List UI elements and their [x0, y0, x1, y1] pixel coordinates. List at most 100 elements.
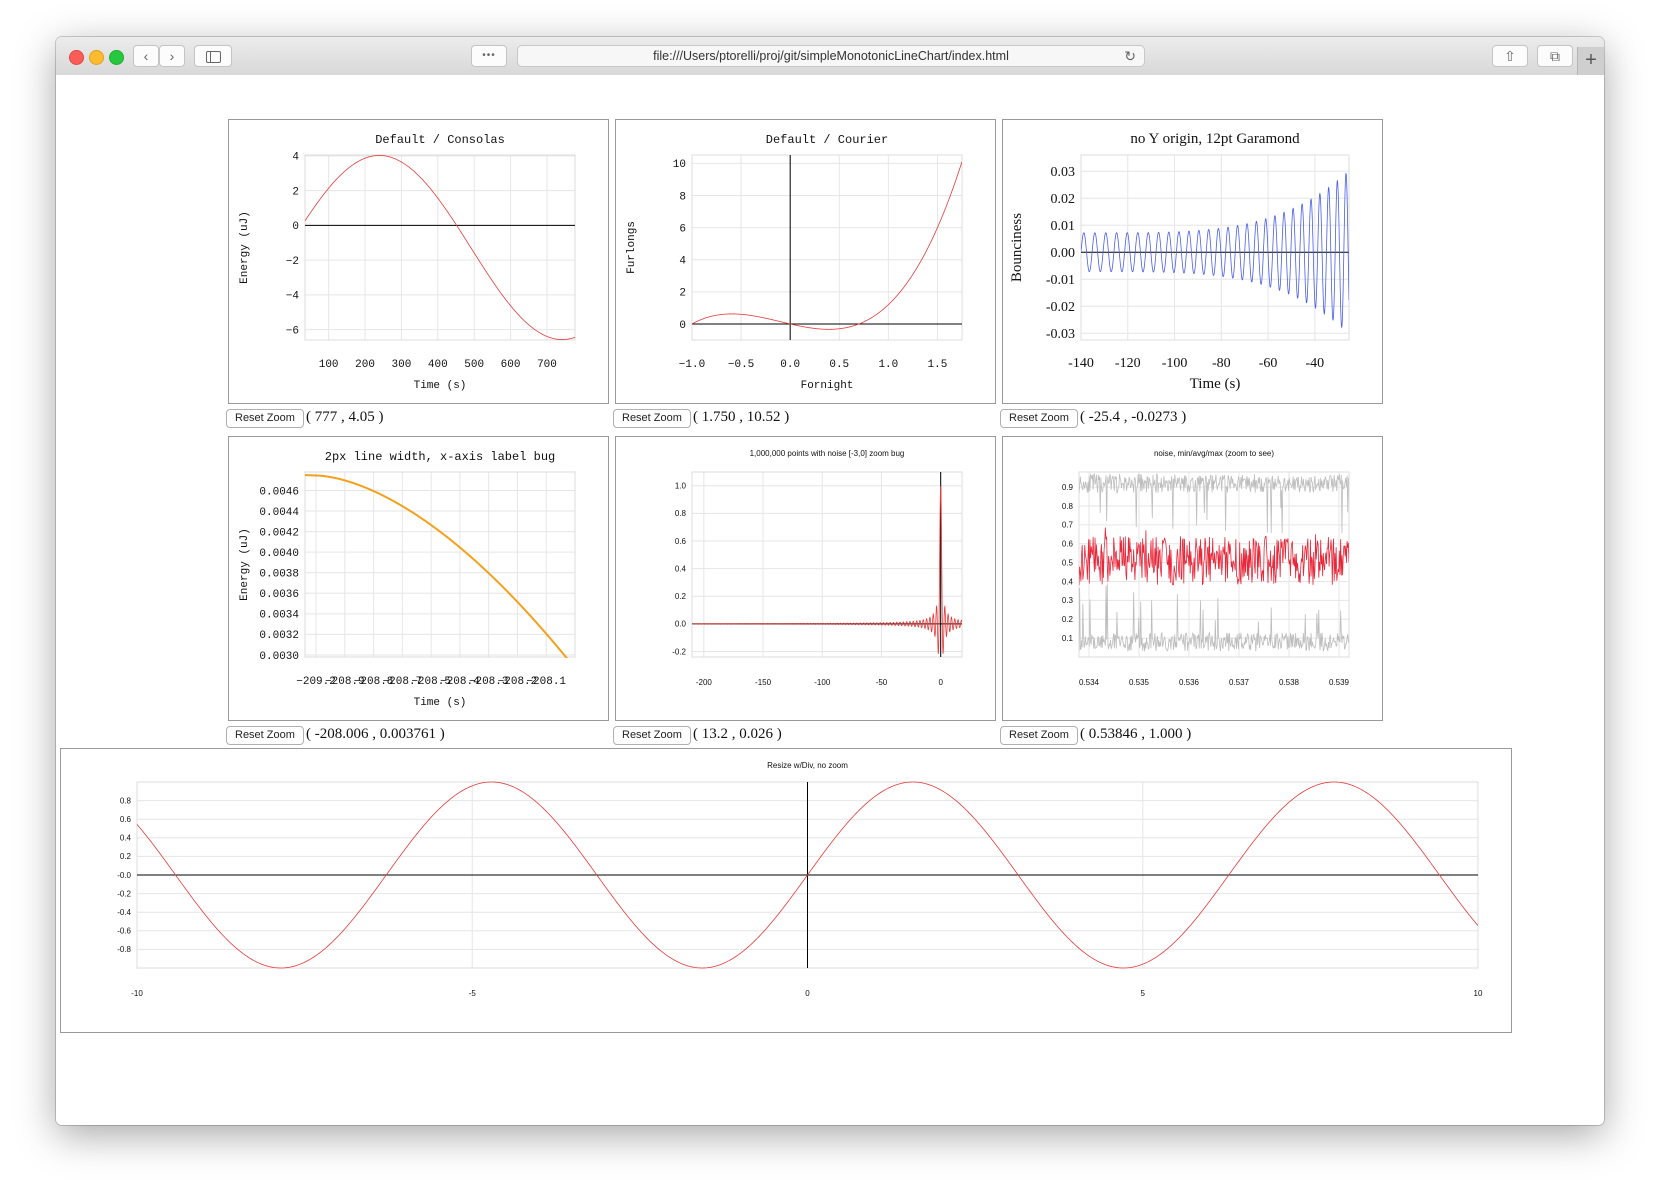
series-line: [692, 485, 962, 654]
y-tick-label: 0.8: [120, 796, 132, 805]
chart-svg[interactable]: Default / Consolas 100 200 300 400 500 600 700 4…: [229, 120, 608, 403]
x-tick-label: -100: [814, 678, 831, 687]
extensions-button[interactable]: •••: [471, 45, 507, 67]
y-tick-label: -0.8: [117, 945, 131, 954]
x-tick-label: -10: [131, 989, 143, 998]
x-tick-label: 700: [537, 359, 557, 371]
sidebar-icon: [205, 51, 221, 63]
x-tick-label: −208.4: [440, 676, 480, 688]
y-tick-label: -0.03: [1046, 327, 1075, 342]
y-tick-label: 0.0042: [259, 527, 299, 539]
x-tick-labels: -200 -150 -100 -50 0: [696, 678, 944, 687]
chart-svg[interactable]: 1,000,000 points with noise [-3,0] zoom …: [616, 437, 995, 720]
x-tick-label: 0.538: [1279, 678, 1300, 687]
chart-svg[interactable]: noise, min/avg/max (zoom to see)0.534 0.5…: [1003, 437, 1382, 720]
x-tick-labels: 0.534 0.535 0.536 0.537 0.538 0.539: [1079, 678, 1350, 687]
y-axis-label: Energy (uJ): [239, 211, 251, 284]
sidebar-button[interactable]: [194, 45, 232, 67]
address-bar[interactable]: file:///Users/ptorelli/proj/git/simpleMo…: [517, 45, 1145, 67]
tabs-icon: ⧉: [1550, 48, 1560, 64]
y-tick-label: 0.0034: [259, 610, 299, 622]
x-tick-label: −209.2: [296, 676, 336, 688]
new-tab-button[interactable]: +: [1577, 47, 1604, 75]
grid: [691, 154, 963, 341]
x-tick-label: 400: [428, 359, 448, 371]
y-tick-label: -0.4: [117, 908, 131, 917]
y-tick-label: 1.0: [675, 482, 687, 491]
y-axis-label: Bounciness: [1009, 213, 1025, 282]
x-tick-label: 300: [392, 359, 412, 371]
tabs-button[interactable]: ⧉: [1537, 45, 1573, 67]
y-tick-label: 8: [679, 191, 686, 203]
minimize-icon[interactable]: [89, 50, 104, 65]
y-axis-label: Energy (uJ): [239, 528, 251, 601]
grid: [691, 471, 963, 658]
x-tick-label: −208.5: [411, 676, 451, 688]
chart-svg[interactable]: Resize w/Div, no zoom-10 -5 0 5 100.80.60.40…: [61, 749, 1511, 1032]
url-text: file:///Users/ptorelli/proj/git/simpleMo…: [653, 49, 1009, 63]
plus-icon: +: [1585, 49, 1597, 71]
chart-svg[interactable]: no Y origin, 12pt Garamond -140 -120 -100 -8…: [1003, 120, 1382, 403]
back-button[interactable]: ‹: [133, 45, 159, 67]
plot-frame: [691, 154, 963, 341]
y-tick-label: -0.0: [117, 871, 131, 880]
cursor-readout: ( -25.4 , -0.0273 ): [1080, 409, 1187, 425]
reset-zoom-button[interactable]: Reset Zoom: [613, 726, 691, 745]
plot-frame: [304, 471, 576, 658]
y-tick-label: −2: [286, 256, 299, 268]
close-icon[interactable]: [69, 50, 84, 65]
y-tick-label: 0.1: [1062, 634, 1074, 643]
x-tick-label: 0: [805, 989, 810, 998]
chart-panel-3[interactable]: no Y origin, 12pt Garamond -140 -120 -100 -8…: [1002, 119, 1383, 404]
reset-zoom-button[interactable]: Reset Zoom: [1000, 409, 1078, 428]
y-tick-label: 0.0036: [259, 589, 299, 601]
series-line-1: [1079, 472, 1349, 534]
chart-panel-2[interactable]: Default / Courier −1.0 −0.5 0.0 0.5 1.0 1.5 10 8…: [615, 119, 996, 404]
y-tick-labels: 0.8 0.6 0.4 0.2 -0.0 -0.2 -0.4 -0.6 -0.8: [117, 796, 131, 954]
chart-panel-6[interactable]: noise, min/avg/max (zoom to see) 0.534 0.5…: [1002, 436, 1383, 721]
zoom-icon[interactable]: [109, 50, 124, 65]
y-tick-label: 6: [679, 223, 686, 235]
cursor-readout: ( 13.2 , 0.026 ): [693, 726, 782, 742]
series-line: [305, 155, 575, 340]
chart-panel-4[interactable]: 2px line width, x-axis label bug −209.2 −2…: [228, 436, 609, 721]
y-tick-label: 0: [679, 320, 686, 332]
chart-panel-5[interactable]: 1,000,000 points with noise [-3,0] zoom …: [615, 436, 996, 721]
plot-frame: [691, 471, 963, 658]
x-tick-labels: -10 -5 0 5 10: [131, 989, 1483, 998]
y-tick-label: 0.4: [120, 834, 132, 843]
y-tick-labels: 0.9 0.8 0.7 0.6 0.5 0.4 0.3 0.2 0.1: [1062, 483, 1074, 643]
forward-button[interactable]: ›: [159, 45, 185, 67]
y-tick-labels: 10 8 6 4 2 0: [673, 159, 687, 332]
chart-panel-7[interactable]: Resize w/Div, no zoom -10 -5 0 5 10 0.8 0.6 0.4 0…: [60, 748, 1512, 1033]
chart-svg[interactable]: 2px line width, x-axis label bug−209.2−2…: [229, 437, 608, 720]
reset-zoom-button[interactable]: Reset Zoom: [226, 409, 304, 428]
x-tick-label: −208.3: [469, 676, 509, 688]
chart-panel-1[interactable]: Default / Consolas 100 200 300 400 500 600 700 4…: [228, 119, 609, 404]
x-tick-label: -150: [755, 678, 772, 687]
y-tick-label: 0.3: [1062, 596, 1074, 605]
share-button[interactable]: ⇧: [1492, 45, 1528, 67]
reset-zoom-button[interactable]: Reset Zoom: [1000, 726, 1078, 745]
chart-svg[interactable]: Default / Courier −1.0 −0.5 0.0 0.5 1.0 1.5 10 8…: [616, 120, 995, 403]
y-tick-label: -0.02: [1046, 300, 1075, 315]
x-tick-label: −208.1: [526, 676, 566, 688]
chevron-left-icon: ‹: [143, 48, 149, 64]
reload-icon[interactable]: ↻: [1124, 48, 1136, 64]
x-tick-label: −208.2: [498, 676, 538, 688]
x-tick-label: -120: [1115, 356, 1141, 371]
browser-window: ‹ › ••• file:///Users/ptorelli/proj/git/…: [56, 37, 1604, 1125]
reset-zoom-button[interactable]: Reset Zoom: [613, 409, 691, 428]
x-tick-label: 0.539: [1329, 678, 1350, 687]
x-tick-label: -60: [1259, 356, 1278, 371]
cursor-readout: ( 1.750 , 10.52 ): [693, 409, 790, 425]
series-line: [305, 474, 568, 658]
y-tick-label: 0.4: [1062, 577, 1074, 586]
reset-zoom-button[interactable]: Reset Zoom: [226, 726, 304, 745]
x-tick-label: 1.0: [878, 359, 898, 371]
cursor-readout: ( -208.006 , 0.003761 ): [306, 726, 445, 742]
y-tick-label: 0.6: [675, 537, 687, 546]
x-tick-label: 0: [938, 678, 943, 687]
ellipsis-icon: •••: [482, 50, 496, 61]
x-tick-label: −208.7: [383, 676, 423, 688]
